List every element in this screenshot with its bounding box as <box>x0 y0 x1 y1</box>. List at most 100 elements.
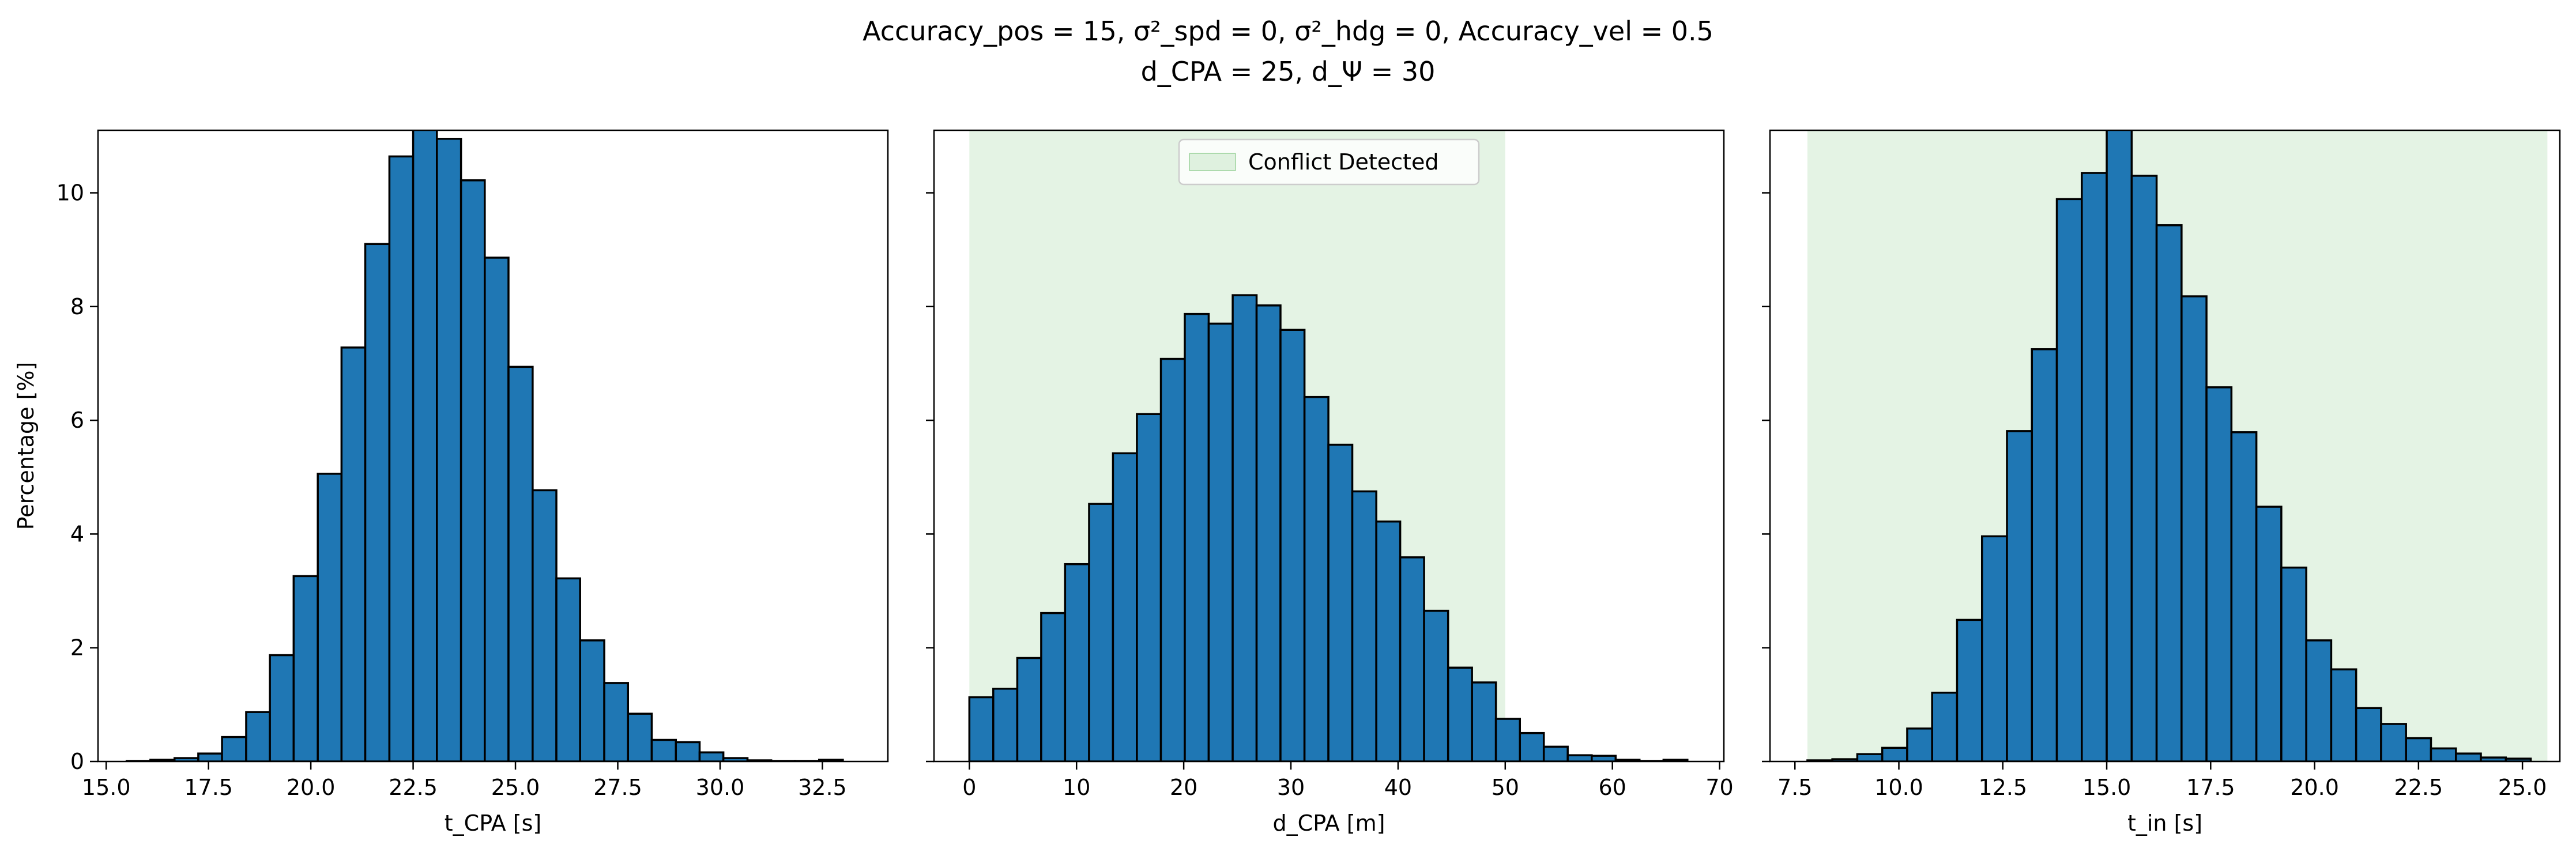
chart-panel: 15.0 17.5 20.0 22.5 25.0 27.5 30.0 32.5 0 2 4 6 8 10 t… <box>13 129 889 836</box>
histogram-bar <box>1327 443 1354 761</box>
histogram-bar <box>1016 657 1042 761</box>
histogram-bar <box>1542 745 1569 761</box>
histogram-bar <box>484 257 510 761</box>
histogram-bar <box>292 575 319 761</box>
x-tick-label: 10 <box>1063 775 1090 800</box>
x-tick-label: 20.0 <box>2290 775 2339 800</box>
axes-frame <box>1769 129 2561 763</box>
x-tick-label: 17.5 <box>184 775 233 800</box>
histogram-bar <box>2081 172 2108 761</box>
histogram-bar <box>1519 732 1545 761</box>
x-tick-label: 15.0 <box>82 775 131 800</box>
x-tick-label: 15.0 <box>2082 775 2131 800</box>
histogram-bar <box>1279 329 1306 761</box>
histogram-bar <box>650 738 677 761</box>
axes-frame <box>933 129 1725 763</box>
histogram-bar <box>1159 357 1186 761</box>
histogram-bar <box>1112 452 1138 761</box>
histogram-bar <box>1255 304 1282 761</box>
x-axis-label: d_CPA [m] <box>1273 810 1385 836</box>
x-tick-label: 50 <box>1492 775 1519 800</box>
histogram-bar <box>1231 294 1258 761</box>
x-tick-label: 30 <box>1277 775 1305 800</box>
histogram-bar <box>340 346 367 761</box>
chart-panel: 7.5 10.0 12.5 15.0 17.5 20.0 22.5 25.0 t_in [s] <box>1762 129 2561 836</box>
histogram-bar <box>1471 681 1497 761</box>
histogram-bar <box>1447 666 1473 761</box>
histogram-bar <box>2430 747 2457 761</box>
plot-area <box>125 130 844 761</box>
histogram-bar <box>2031 348 2058 761</box>
x-tick-label: 0 <box>962 775 976 800</box>
x-tick-label: 10.0 <box>1874 775 1923 800</box>
histogram-bar <box>2055 198 2083 761</box>
histogram-bar <box>1040 612 1067 761</box>
histogram-bar <box>2305 639 2333 761</box>
y-tick-label: 0 <box>70 749 84 774</box>
histogram-bar <box>1184 312 1210 761</box>
histogram-bar <box>1591 755 1617 761</box>
figure-title-line-2: d_CPA = 25, d_Ψ = 30 <box>1141 56 1436 87</box>
axes-frame <box>97 129 889 763</box>
x-tick-label: 17.5 <box>2186 775 2235 800</box>
x-tick-label: 22.5 <box>2394 775 2443 800</box>
histogram-bar <box>221 736 247 761</box>
histogram-bar <box>2355 707 2382 761</box>
histogram-bar <box>2155 224 2183 761</box>
histogram-bar <box>1303 395 1330 761</box>
x-tick-label: 7.5 <box>1777 775 1812 800</box>
histogram-bar <box>2454 752 2482 761</box>
histogram-bar <box>555 577 581 761</box>
histogram-bar <box>2106 130 2133 761</box>
histogram-bar <box>2330 668 2357 761</box>
chart-panel: 0 10 20 30 40 50 60 70 d_CPA [m] Conflict Detecte… <box>926 129 1734 836</box>
histogram-bar <box>2280 566 2307 761</box>
histogram-bar <box>627 712 653 761</box>
histogram-bar <box>2130 175 2158 761</box>
x-axis-label: t_in [s] <box>2127 810 2202 836</box>
legend-swatch <box>1189 153 1236 171</box>
histogram-bar <box>2230 431 2258 761</box>
histogram-bar <box>1906 727 1933 761</box>
histogram-bar <box>1207 322 1234 761</box>
histogram-bar <box>245 711 271 761</box>
plot-area <box>1806 130 2548 761</box>
y-tick-label: 6 <box>70 408 84 433</box>
histogram-bar <box>317 473 343 761</box>
histogram-bar <box>603 682 629 761</box>
x-tick-label: 20 <box>1170 775 1197 800</box>
legend: Conflict Detected <box>1178 138 1480 186</box>
histogram-bar <box>2006 430 2033 761</box>
x-tick-label: 40 <box>1384 775 1412 800</box>
y-tick-label: 2 <box>70 635 84 661</box>
histogram-bar <box>579 639 605 761</box>
histogram-bar <box>1980 535 2008 761</box>
x-tick-label: 32.5 <box>798 775 847 800</box>
histogram-bar <box>2505 757 2532 761</box>
histogram-bar <box>2405 737 2432 761</box>
histogram-bar <box>364 243 391 761</box>
histogram-bar <box>197 752 223 761</box>
histogram-bar <box>968 696 995 761</box>
x-tick-label: 60 <box>1598 775 1626 800</box>
histogram-bar <box>2205 386 2233 761</box>
x-tick-label: 22.5 <box>389 775 438 800</box>
legend-label: Conflict Detected <box>1248 149 1438 175</box>
chart-panels: 15.0 17.5 20.0 22.5 25.0 27.5 30.0 32.5 0 2 4 6 8 10 t… <box>13 129 2561 836</box>
histogram-bar <box>2255 506 2283 761</box>
histogram-bar <box>2380 723 2407 761</box>
histogram-bar <box>436 138 462 761</box>
histogram-bar <box>1064 563 1090 761</box>
x-tick-label: 25.0 <box>2498 775 2547 800</box>
histogram-bar <box>1399 556 1425 761</box>
histogram-bar <box>1088 503 1114 761</box>
histogram-bar <box>532 489 558 761</box>
histogram-bar <box>460 179 486 761</box>
x-axis-label: t_CPA [s] <box>445 810 541 836</box>
histogram-bar <box>1423 609 1449 761</box>
histogram-bar <box>1881 747 1908 761</box>
histogram-bar <box>1566 754 1593 761</box>
y-tick-label: 10 <box>57 180 84 206</box>
histogram-bar <box>507 365 534 761</box>
histogram-bar <box>1856 753 1884 761</box>
